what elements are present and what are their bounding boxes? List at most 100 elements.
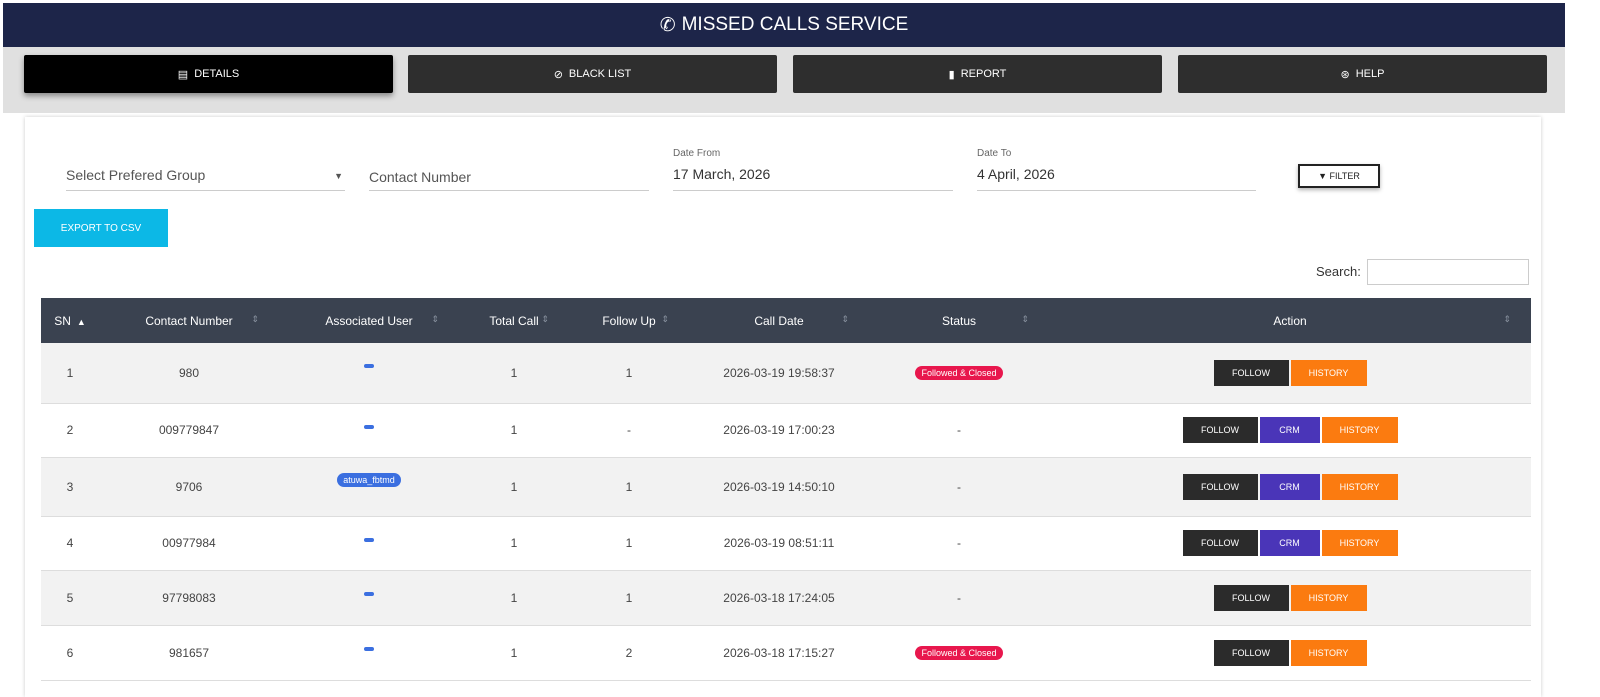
sort-icon: ⇕ (431, 313, 439, 324)
history-button[interactable]: HISTORY (1290, 584, 1367, 611)
history-button[interactable]: HISTORY (1290, 639, 1367, 666)
user-cell (279, 625, 459, 681)
contact-cell: 00977984 (99, 516, 279, 571)
user-cell: atuwa_fbtmd (279, 457, 459, 517)
column-label: Status (941, 313, 977, 328)
contact-cell: 9706 (99, 457, 279, 517)
list-icon: ▤ (177, 68, 189, 81)
status-badge: Followed & Closed (915, 366, 1003, 381)
total-call-cell: 1 (459, 457, 569, 517)
tab-report[interactable]: ▮ REPORT (793, 55, 1162, 93)
total-call-cell: 1 (459, 625, 569, 681)
total-call-cell: 1 (459, 403, 569, 458)
sn-cell: 3 (41, 457, 99, 517)
status-cell: Followed & Closed (869, 625, 1049, 681)
call-date-cell: 2026-03-19 17:00:23 (689, 403, 869, 458)
contact-cell: 97798083 (99, 570, 279, 626)
follow-button[interactable]: FOLLOW (1213, 584, 1289, 611)
history-button[interactable]: HISTORY (1321, 530, 1398, 556)
status-text: - (957, 479, 961, 494)
column-label: Contact Number (145, 313, 233, 328)
date-to-input[interactable]: 4 April, 2026 (977, 163, 1256, 191)
export-csv-button[interactable]: EXPORT TO CSV (34, 209, 168, 247)
column-label: Associated User (325, 313, 413, 328)
file-icon: ▮ (948, 68, 955, 81)
date-from-label: Date From (673, 148, 721, 159)
search-input[interactable] (1367, 259, 1529, 285)
contact-number-input[interactable]: Contact Number (369, 163, 649, 191)
crm-button[interactable]: CRM (1259, 417, 1320, 443)
tab-help[interactable]: ⊛ HELP (1178, 55, 1547, 93)
call-date-cell: 2026-03-19 14:50:10 (689, 457, 869, 517)
history-button[interactable]: HISTORY (1321, 473, 1398, 500)
table-row: 3 9706 atuwa_fbtmd 1 1 2026-03-19 14:50:… (41, 457, 1531, 517)
table-row: 1 980 1 1 2026-03-19 19:58:37 Followed &… (41, 343, 1531, 404)
date-from-input[interactable]: 17 March, 2026 (673, 163, 953, 191)
column-header[interactable]: Associated User ⇕ (279, 298, 459, 343)
call-date-cell: 2026-03-18 17:24:05 (689, 570, 869, 626)
tab-black-list[interactable]: ⊘ BLACK LIST (408, 55, 777, 93)
sort-icon: ⇕ (1503, 313, 1511, 324)
action-cell: FOLLOW CRM HISTORY (1049, 403, 1531, 458)
life-ring-icon: ⊛ (1340, 68, 1350, 81)
column-header[interactable]: Call Date ⇕ (689, 298, 869, 343)
crm-button[interactable]: CRM (1259, 530, 1320, 556)
sn-cell: 4 (41, 516, 99, 571)
follow-button[interactable]: FOLLOW (1182, 473, 1258, 500)
column-label: Follow Up (602, 313, 656, 328)
status-cell: - (869, 570, 1049, 626)
column-header[interactable]: Follow Up ⇕ (569, 298, 689, 343)
sort-asc-icon: ▲ (76, 316, 86, 327)
table-row: 4 00977984 1 1 2026-03-19 08:51:11 - FOL… (41, 516, 1531, 571)
total-call-cell: 1 (459, 516, 569, 571)
history-button[interactable]: HISTORY (1290, 359, 1367, 386)
status-text: - (957, 423, 961, 437)
column-label: Action (1273, 313, 1307, 328)
sort-icon: ⇕ (541, 313, 549, 324)
column-header[interactable]: Total Call ⇕ (459, 298, 569, 343)
tab-label: REPORT (960, 68, 1007, 80)
user-cell (279, 516, 459, 571)
user-badge-empty (364, 646, 374, 651)
status-cell: - (869, 457, 1049, 517)
sn-cell: 5 (41, 570, 99, 626)
column-label: SN (54, 313, 71, 328)
status-cell: - (869, 403, 1049, 458)
table-row: 2 009779847 1 - 2026-03-19 17:00:23 - FO… (41, 403, 1531, 458)
action-cell: FOLLOW HISTORY (1049, 570, 1531, 626)
follow-button[interactable]: FOLLOW (1213, 639, 1289, 666)
status-cell: Followed & Closed (869, 343, 1049, 404)
sn-cell: 2 (41, 403, 99, 458)
contact-cell: 981657 (99, 625, 279, 681)
sort-icon: ⇕ (251, 313, 259, 324)
crm-button[interactable]: CRM (1259, 473, 1320, 500)
call-date-cell: 2026-03-18 17:15:27 (689, 625, 869, 681)
follow-button[interactable]: FOLLOW (1213, 359, 1289, 386)
column-header[interactable]: SN ▲ (41, 298, 99, 343)
column-header[interactable]: Status ⇕ (869, 298, 1049, 343)
action-cell: FOLLOW CRM HISTORY (1049, 516, 1531, 571)
sort-icon: ⇕ (661, 313, 669, 324)
date-to-label: Date To (977, 148, 1012, 159)
dropdown-arrow-icon: ▼ (334, 171, 343, 181)
column-header[interactable]: Action ⇕ (1049, 298, 1531, 343)
filter-button[interactable]: ▼ FILTER (1298, 164, 1380, 188)
status-cell: - (869, 516, 1049, 571)
follow-button[interactable]: FOLLOW (1182, 417, 1258, 443)
status-text: - (957, 536, 961, 550)
history-button[interactable]: HISTORY (1321, 417, 1398, 443)
column-header[interactable]: Contact Number ⇕ (99, 298, 279, 343)
total-call-cell: 1 (459, 343, 569, 404)
tab-details[interactable]: ▤ DETAILS (24, 55, 393, 93)
app-header: ✆ MISSED CALLS SERVICE (3, 3, 1565, 47)
follow-button[interactable]: FOLLOW (1182, 530, 1258, 556)
follow-up-cell: 1 (569, 516, 689, 571)
group-select[interactable]: Select Prefered Group ▼ (66, 163, 345, 191)
column-label: Call Date (754, 313, 804, 328)
filter-label: FILTER (1329, 171, 1360, 181)
user-badge-empty (364, 591, 374, 596)
user-cell (279, 343, 459, 404)
follow-up-cell: 1 (569, 457, 689, 517)
table-row: 6 981657 1 2 2026-03-18 17:15:27 Followe… (41, 625, 1531, 681)
ban-icon: ⊘ (553, 68, 563, 81)
